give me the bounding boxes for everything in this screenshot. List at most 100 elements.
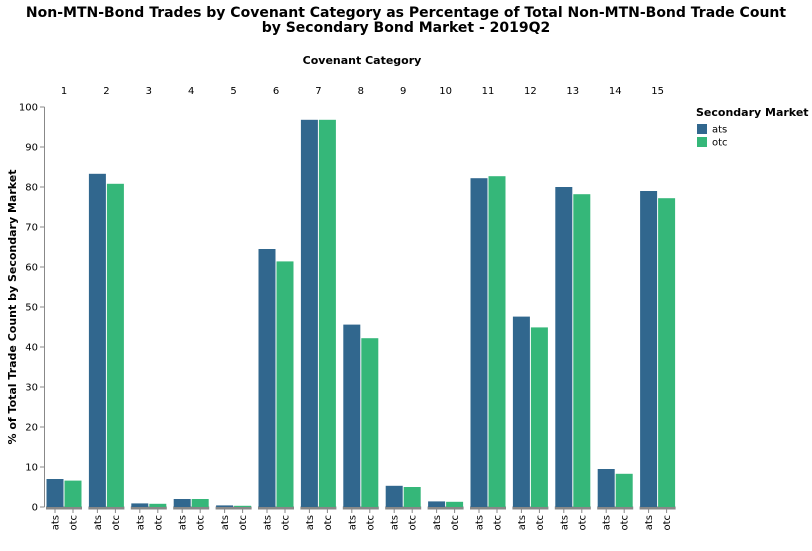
bar-ats-6: [258, 249, 276, 507]
y-tick-label: 100: [19, 103, 38, 114]
chart-title-line-1: Non-MTN-Bond Trades by Covenant Category…: [26, 5, 786, 21]
facet-9: 9 ats otc: [385, 86, 422, 531]
x-tick-label: otc: [153, 515, 164, 531]
bar-otc-2: [106, 183, 124, 508]
y-tick-label: 30: [25, 383, 38, 394]
facet-label: 1: [61, 86, 67, 97]
x-tick-label: otc: [111, 515, 122, 531]
bar-otc-9: [403, 487, 421, 507]
bar-ats-15: [640, 191, 658, 507]
bar-otc-14: [615, 473, 633, 507]
bar-ats-10: [428, 501, 446, 507]
facet-label: 13: [566, 86, 579, 97]
x-tick-label: ats: [559, 515, 570, 530]
y-tick-label: 60: [25, 263, 38, 274]
x-tick-label: otc: [620, 515, 631, 531]
bar-ats-3: [131, 503, 149, 507]
y-tick-label: 50: [25, 303, 38, 314]
bar-otc-1: [64, 480, 82, 507]
x-tick-label: ats: [135, 515, 146, 530]
bar-ats-5: [216, 505, 234, 507]
x-tick-label: ats: [347, 515, 358, 530]
legend-swatch-ats: [697, 124, 707, 134]
bar-otc-3: [149, 503, 167, 507]
x-tick-label: ats: [178, 515, 189, 530]
facet-label: 12: [524, 86, 537, 97]
facet-label: 14: [609, 86, 622, 97]
bar-ats-13: [555, 187, 573, 507]
facet-label: 7: [315, 86, 321, 97]
x-tick-label: ats: [475, 515, 486, 530]
bar-otc-4: [191, 499, 209, 507]
y-tick-label: 10: [25, 463, 38, 474]
bar-ats-4: [173, 499, 191, 507]
bar-ats-11: [470, 178, 488, 507]
facet-15: 15 ats otc: [639, 86, 676, 531]
bar-ats-14: [597, 469, 615, 507]
facet-6: 6 ats otc: [258, 86, 294, 531]
x-tick-label: ats: [432, 515, 443, 530]
bar-otc-15: [658, 198, 676, 507]
facet-label: 5: [230, 86, 236, 97]
y-axis-title: % of Total Trade Count by Secondary Mark…: [6, 169, 19, 444]
bar-ats-1: [46, 479, 64, 507]
y-axis: 0 10 20 30 40 50 60 70 80 90 100: [19, 103, 45, 514]
x-tick-label: otc: [662, 515, 673, 531]
x-tick-label: otc: [408, 515, 419, 531]
x-tick-label: ats: [602, 515, 613, 530]
facet-7: 7 ats otc: [300, 86, 337, 531]
y-tick-label: 80: [25, 183, 38, 194]
x-tick-label: ats: [263, 515, 274, 530]
legend-title: Secondary Market: [696, 106, 809, 119]
bar-ats-7: [300, 119, 318, 508]
facet-label: 6: [273, 86, 279, 97]
facet-label: 8: [358, 86, 364, 97]
facet-14: 14 ats otc: [597, 86, 634, 531]
facet-13: 13 ats otc: [554, 86, 591, 531]
x-tick-label: ats: [51, 515, 62, 530]
x-tick-label: otc: [577, 515, 588, 531]
y-tick-label: 40: [25, 343, 38, 354]
facet-11: 11 ats otc: [470, 86, 506, 531]
x-tick-label: ats: [220, 515, 231, 530]
x-tick-label: otc: [69, 515, 80, 531]
bar-ats-2: [88, 173, 106, 508]
y-tick-label: 90: [25, 143, 38, 154]
x-tick-label: ats: [644, 515, 655, 530]
x-tick-label: otc: [450, 515, 461, 531]
bar-otc-11: [488, 176, 506, 507]
bar-ats-9: [385, 485, 403, 507]
legend-label-ats: ats: [712, 125, 727, 136]
x-tick-label: otc: [196, 515, 207, 531]
bar-otc-7: [318, 119, 336, 508]
x-tick-label: ats: [305, 515, 316, 530]
x-tick-label: otc: [365, 515, 376, 531]
facet-3: 3 ats otc: [130, 86, 167, 531]
facet-label: 9: [400, 86, 406, 97]
bar-otc-13: [573, 194, 591, 507]
bar-otc-8: [361, 338, 379, 507]
y-tick-label: 0: [32, 503, 38, 514]
bar-otc-10: [446, 501, 464, 507]
facet-10: 10 ats otc: [427, 86, 464, 531]
x-tick-label: ats: [93, 515, 104, 530]
legend-label-otc: otc: [712, 138, 728, 149]
facet-label: 15: [651, 86, 664, 97]
x-tick-label: ats: [517, 515, 528, 530]
bar-ats-8: [343, 324, 361, 507]
x-tick-label: otc: [493, 515, 504, 531]
facet-8: 8 ats otc: [342, 86, 379, 531]
y-tick-label: 70: [25, 223, 38, 234]
facet-label: 11: [482, 86, 495, 97]
bar-otc-12: [530, 327, 548, 507]
facet-label: 4: [188, 86, 194, 97]
facet-4: 4 ats otc: [173, 86, 210, 531]
y-tick-label: 20: [25, 423, 38, 434]
bar-otc-6: [276, 261, 294, 507]
legend-swatch-otc: [697, 137, 707, 147]
chart-title-line-2: by Secondary Bond Market - 2019Q2: [262, 20, 551, 36]
x-tick-label: otc: [281, 515, 292, 531]
facet-5: 5 ats otc: [215, 86, 252, 531]
